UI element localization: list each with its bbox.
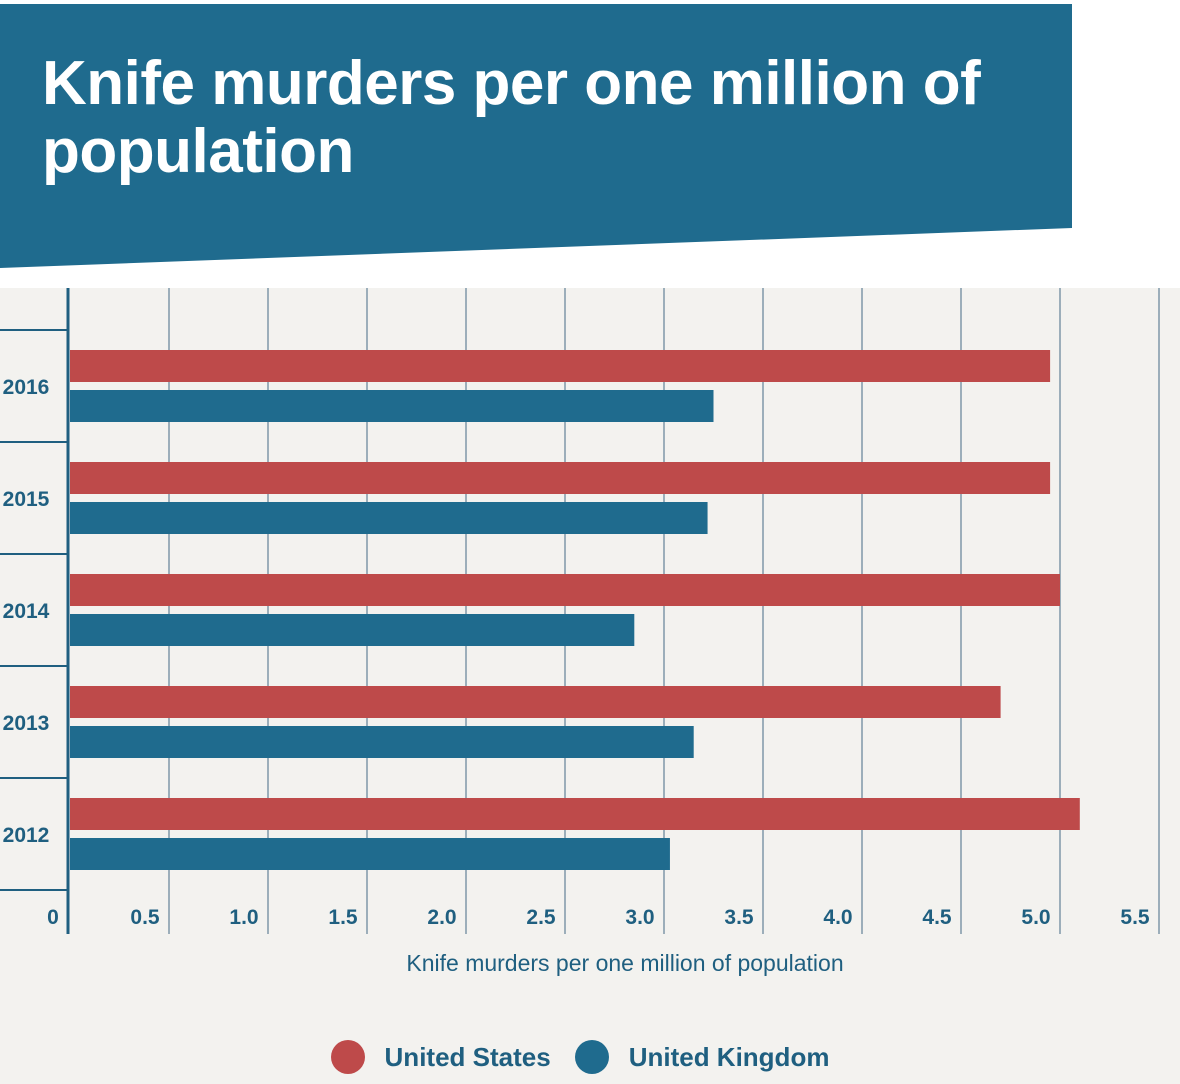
x-axis-title: Knife murders per one million of populat… <box>406 950 844 976</box>
x-tick-label: 0 <box>47 906 59 929</box>
legend-item-united-kingdom: United Kingdom <box>574 1040 830 1074</box>
bar-united-kingdom <box>70 390 714 422</box>
x-tick-label: 5.0 <box>1021 906 1050 929</box>
legend-label-united-kingdom: United Kingdom <box>628 1041 830 1072</box>
title-banner-shape <box>0 4 1072 268</box>
bar-united-kingdom <box>70 614 635 646</box>
bar-united-kingdom <box>70 838 670 870</box>
chart-title: Knife murders per one million of populat… <box>42 49 981 186</box>
title-banner: Knife murders per one million of populat… <box>0 0 1180 290</box>
bar-united-states <box>70 798 1080 830</box>
x-tick-label: 3.0 <box>625 906 654 929</box>
legend: United States United Kingdom <box>0 1040 1160 1074</box>
y-tick-label: 2016 <box>3 376 50 399</box>
x-tick-label: 4.0 <box>823 906 852 929</box>
x-tick-label: 4.5 <box>922 906 952 929</box>
x-tick-label: 1.0 <box>229 906 258 929</box>
x-tick-label: 5.5 <box>1120 906 1150 929</box>
x-tick-label: 1.5 <box>328 906 358 929</box>
x-tick-label: 0.5 <box>130 906 160 929</box>
bar-united-kingdom <box>70 502 708 534</box>
legend-label-united-states: United States <box>384 1041 551 1072</box>
x-tick-label: 3.5 <box>724 906 754 929</box>
x-tick-label: 2.0 <box>427 906 456 929</box>
x-tick-label: 2.5 <box>526 906 556 929</box>
legend-swatch-united-states <box>330 1040 365 1074</box>
y-tick-label: 2012 <box>3 824 50 847</box>
bar-united-states <box>70 350 1051 382</box>
chart-panel: 2016 2015 2014 2013 2012 0 0.5 1.0 1.5 2.0 2.5 3.0 3… <box>0 288 1180 1084</box>
bar-united-states <box>70 686 1001 718</box>
bar-united-states <box>70 574 1060 606</box>
y-tick-label: 2015 <box>3 488 50 511</box>
legend-item-united-states: United States <box>330 1040 551 1074</box>
bar-united-states <box>70 462 1051 494</box>
y-tick-label: 2013 <box>3 712 50 735</box>
y-tick-label: 2014 <box>3 600 50 623</box>
chart-plot: 2016 2015 2014 2013 2012 0 0.5 1.0 1.5 2.0 2.5 3.0 3… <box>0 288 1160 934</box>
bar-united-kingdom <box>70 726 694 758</box>
legend-swatch-united-kingdom <box>574 1040 609 1074</box>
